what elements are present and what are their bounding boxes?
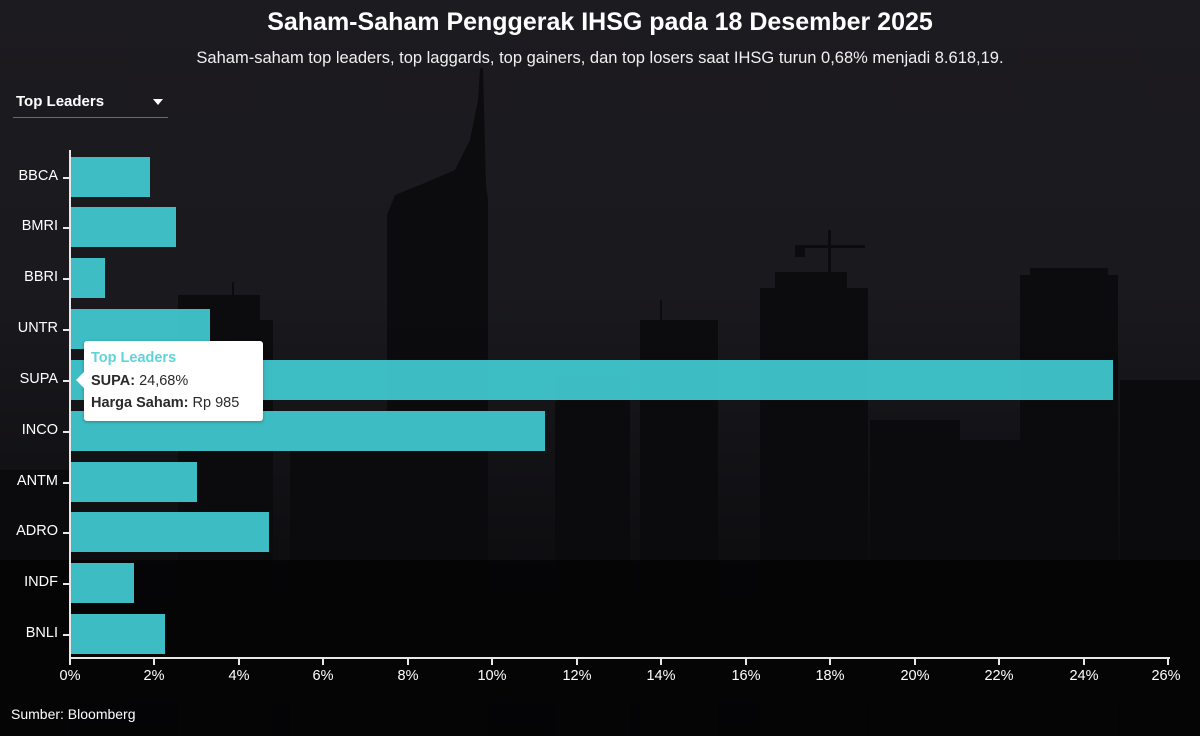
x-label: 16% (731, 668, 761, 684)
chart-title: Saham-Saham Penggerak IHSG pada 18 Desem… (267, 8, 933, 36)
y-tick (63, 227, 69, 229)
tooltip-arrow (76, 372, 84, 388)
dropdown-selected-label: Top Leaders (16, 93, 105, 110)
x-tick (914, 659, 916, 665)
x-label: 20% (900, 668, 930, 684)
y-label: BNLI (25, 625, 58, 641)
y-label: BBRI (24, 269, 58, 285)
x-label: 18% (815, 668, 845, 684)
category-dropdown[interactable]: Top Leaders (13, 90, 168, 118)
tooltip-ticker-value: 24,68% (139, 373, 189, 389)
y-label: INDF (24, 574, 58, 590)
x-tick (998, 659, 1000, 665)
tooltip-title: Top Leaders (91, 350, 177, 366)
x-label: 22% (984, 668, 1014, 684)
bar-bbca[interactable] (71, 157, 150, 197)
tooltip-price-value: Rp 985 (192, 395, 240, 411)
x-tick (69, 659, 71, 665)
x-label: 4% (228, 668, 250, 684)
y-label: UNTR (17, 320, 58, 336)
source-note: Sumber: Bloomberg (11, 706, 136, 722)
x-tick (1167, 659, 1169, 665)
y-tick (63, 380, 69, 382)
bar-bmri[interactable] (71, 207, 176, 247)
y-tick (63, 177, 69, 179)
x-tick (238, 659, 240, 665)
caret-down-icon (153, 99, 163, 105)
chart-subtitle: Saham-saham top leaders, top laggards, t… (196, 49, 1004, 67)
y-tick (63, 634, 69, 636)
x-label: 0% (59, 668, 81, 684)
bar-indf[interactable] (71, 563, 134, 603)
bar-antm[interactable] (71, 462, 197, 502)
x-label: 26% (1151, 668, 1181, 684)
tooltip-ticker-label: SUPA: (91, 373, 136, 389)
x-tick (829, 659, 831, 665)
y-label: BBCA (18, 168, 59, 184)
y-tick (63, 431, 69, 433)
x-tick (491, 659, 493, 665)
x-label: 10% (477, 668, 507, 684)
x-axis-line (69, 657, 1170, 659)
y-tick (63, 278, 69, 280)
x-tick (745, 659, 747, 665)
y-label: BMRI (21, 218, 58, 234)
bar-bnli[interactable] (71, 614, 165, 654)
x-tick (407, 659, 409, 665)
bar-tooltip: Top Leaders SUPA: 24,68% Harga Saham: Rp… (76, 341, 263, 421)
x-tick (153, 659, 155, 665)
tooltip-ticker-line: SUPA: 24,68% (91, 373, 188, 389)
y-tick (63, 583, 69, 585)
x-label: 12% (562, 668, 592, 684)
x-label: 24% (1069, 668, 1099, 684)
x-tick (322, 659, 324, 665)
bar-bbri[interactable] (71, 258, 105, 298)
bar-adro[interactable] (71, 512, 269, 552)
x-label: 14% (646, 668, 676, 684)
x-tick (660, 659, 662, 665)
x-label: 8% (397, 668, 419, 684)
y-label: INCO (21, 422, 58, 438)
y-tick (63, 482, 69, 484)
y-axis-line (69, 150, 71, 660)
x-label: 6% (312, 668, 334, 684)
tooltip-price-label: Harga Saham: (91, 395, 189, 411)
y-label: ANTM (16, 473, 58, 489)
x-label: 2% (143, 668, 165, 684)
x-tick (576, 659, 578, 665)
y-tick (63, 532, 69, 534)
x-tick (1083, 659, 1085, 665)
y-label: ADRO (16, 523, 58, 539)
tooltip-price-line: Harga Saham: Rp 985 (91, 395, 239, 411)
y-tick (63, 329, 69, 331)
y-label: SUPA (19, 371, 58, 387)
